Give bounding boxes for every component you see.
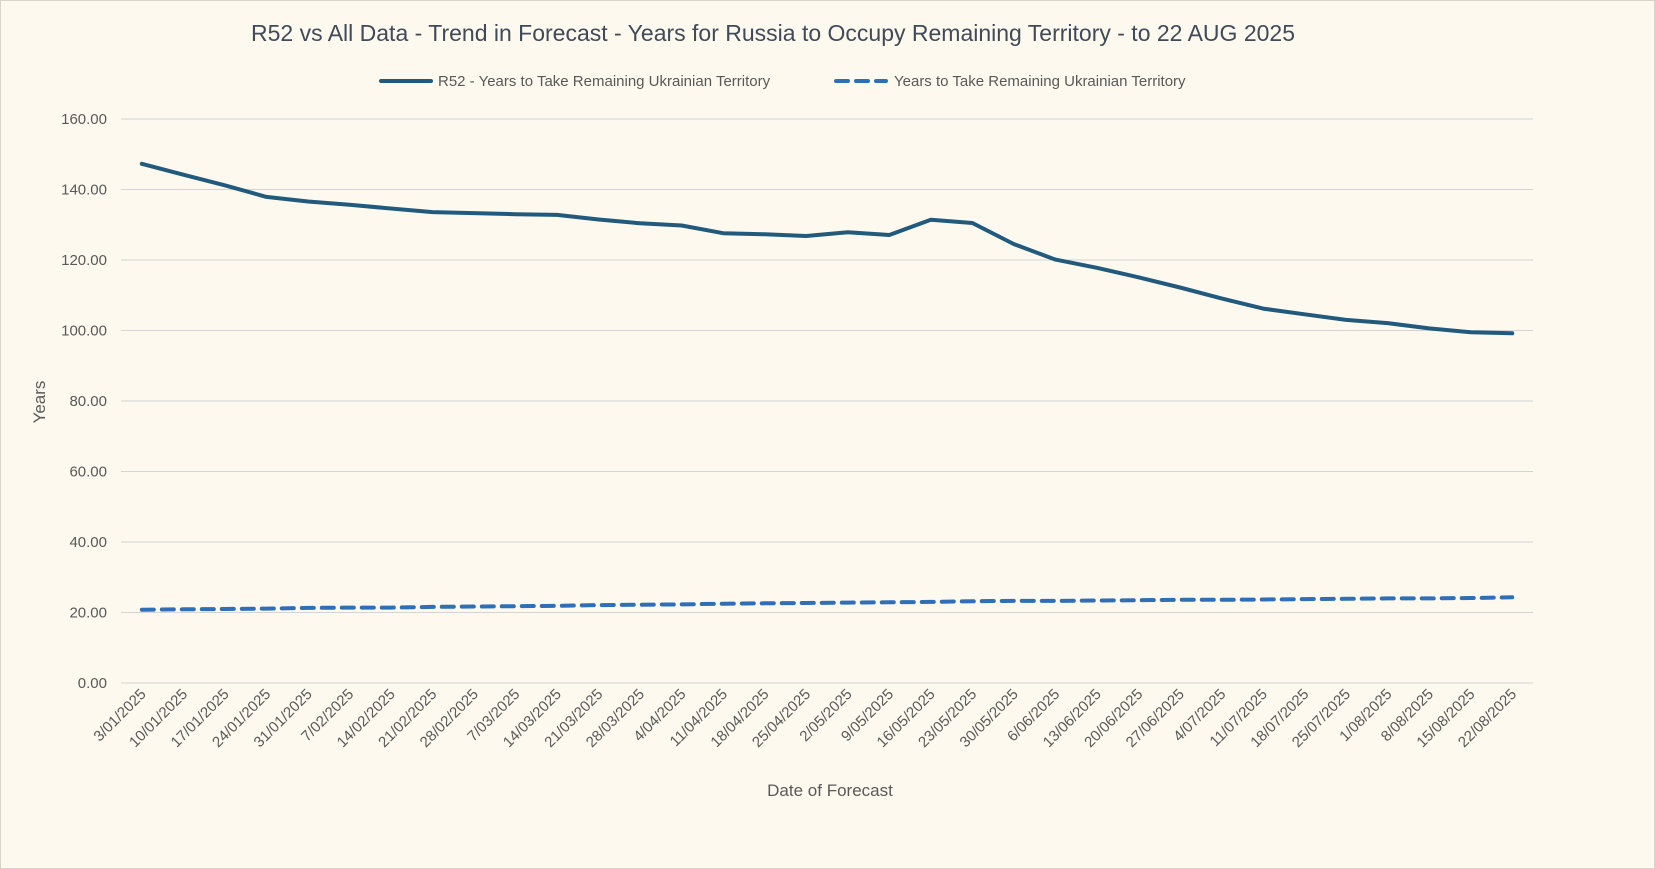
data-point — [1510, 331, 1514, 335]
series — [139, 161, 1515, 612]
data-point — [306, 606, 310, 610]
data-point — [763, 232, 767, 236]
chart-title: R52 vs All Data - Trend in Forecast - Ye… — [251, 20, 1295, 46]
data-point — [389, 207, 393, 211]
data-point — [1012, 599, 1016, 603]
y-tick-label: 100.00 — [61, 323, 107, 340]
data-point — [929, 218, 933, 222]
data-point — [1510, 595, 1514, 599]
data-point — [1178, 598, 1182, 602]
legend-label-r52: R52 - Years to Take Remaining Ukrainian … — [438, 73, 771, 90]
data-point — [223, 607, 227, 611]
data-point — [970, 221, 974, 225]
data-point — [846, 601, 850, 605]
data-point — [638, 603, 642, 607]
x-axis-title: Date of Forecast — [767, 781, 893, 800]
data-point — [264, 195, 268, 199]
data-point — [389, 606, 393, 610]
data-point — [1303, 312, 1307, 316]
legend: R52 - Years to Take Remaining Ukrainian … — [379, 73, 1186, 90]
y-tick-label: 140.00 — [61, 182, 107, 199]
data-point — [597, 218, 601, 222]
data-point — [721, 602, 725, 606]
data-point — [140, 608, 144, 612]
data-point — [1427, 326, 1431, 330]
data-point — [846, 230, 850, 234]
data-point — [1137, 275, 1141, 279]
y-tick-label: 60.00 — [69, 464, 107, 481]
data-point — [721, 231, 725, 235]
data-point — [1053, 599, 1057, 603]
data-point — [472, 605, 476, 609]
data-point — [431, 605, 435, 609]
y-axis-title: Years — [30, 381, 49, 424]
data-point — [1261, 307, 1265, 311]
data-point — [223, 183, 227, 187]
y-tick-label: 0.00 — [78, 675, 107, 692]
data-point — [1427, 596, 1431, 600]
legend-label-all-data: Years to Take Remaining Ukrainian Territ… — [894, 73, 1186, 90]
data-point — [1220, 296, 1224, 300]
data-point — [680, 224, 684, 228]
data-point — [804, 601, 808, 605]
series-line-all-data — [139, 595, 1515, 612]
series-line-r52 — [139, 161, 1515, 336]
y-tick-label: 20.00 — [69, 605, 107, 622]
data-point — [181, 173, 185, 177]
data-point — [929, 600, 933, 604]
data-point — [514, 604, 518, 608]
data-point — [804, 234, 808, 238]
data-point — [1261, 598, 1265, 602]
data-point — [181, 607, 185, 611]
data-point — [638, 221, 642, 225]
data-point — [1344, 318, 1348, 322]
data-point — [1344, 597, 1348, 601]
data-point — [1095, 266, 1099, 270]
data-point — [347, 203, 351, 207]
data-point — [347, 606, 351, 610]
data-point — [597, 603, 601, 607]
data-point — [431, 210, 435, 214]
y-tick-label: 120.00 — [61, 252, 107, 269]
data-point — [1012, 242, 1016, 246]
data-point — [1469, 330, 1473, 334]
data-point — [555, 213, 559, 217]
y-axis-ticks: 0.00 20.00 40.00 60.00 80.00 100.00 120.00 140.… — [61, 111, 107, 692]
data-point — [680, 602, 684, 606]
data-point — [1386, 321, 1390, 325]
data-point — [1469, 596, 1473, 600]
y-tick-label: 80.00 — [69, 393, 107, 410]
data-point — [887, 600, 891, 604]
data-point — [264, 607, 268, 611]
data-point — [1178, 286, 1182, 290]
data-point — [472, 211, 476, 215]
data-point — [514, 212, 518, 216]
data-point — [1053, 258, 1057, 262]
data-point — [555, 604, 559, 608]
data-point — [1137, 598, 1141, 602]
data-point — [1220, 598, 1224, 602]
data-point — [763, 601, 767, 605]
x-axis-ticks: 3/01/202510/01/202517/01/202524/01/20253… — [90, 686, 1520, 751]
data-point — [1386, 596, 1390, 600]
y-tick-label: 160.00 — [61, 111, 107, 128]
data-point — [140, 162, 144, 166]
data-point — [306, 200, 310, 204]
y-tick-label: 40.00 — [69, 534, 107, 551]
data-point — [1303, 597, 1307, 601]
data-point — [970, 599, 974, 603]
data-point — [1095, 599, 1099, 603]
data-point — [887, 233, 891, 237]
gridlines — [121, 118, 1533, 684]
